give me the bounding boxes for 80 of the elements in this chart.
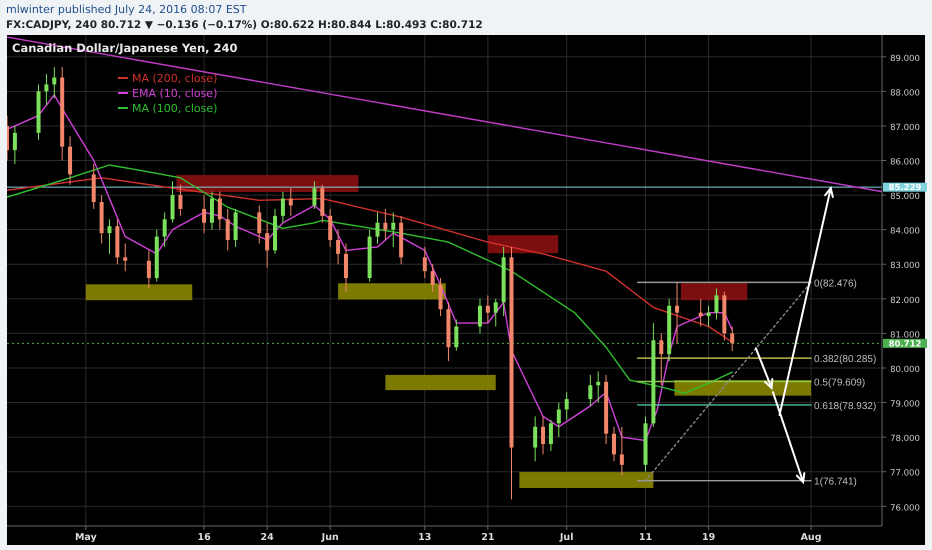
ref-line-label: 85.229	[888, 183, 922, 194]
candlestick	[430, 264, 435, 292]
candlestick	[146, 250, 151, 289]
y-tick-label: 81.000	[890, 330, 920, 340]
y-tick-label: 87.000	[890, 122, 920, 133]
candlestick	[564, 392, 569, 420]
x-tick-label: Jul	[558, 532, 574, 543]
ref-line-label: 80.712	[888, 339, 922, 350]
x-tick-label: 11	[638, 532, 652, 543]
candlestick	[312, 180, 316, 210]
candlestick	[280, 191, 285, 224]
candlestick	[620, 426, 624, 476]
x-tick-label: May	[74, 532, 98, 543]
candlestick	[383, 208, 388, 241]
candlestick	[226, 208, 230, 251]
text: Canadian Dollar/Japanese Yen, 240	[12, 41, 238, 55]
candlestick	[107, 218, 112, 254]
candlestick	[541, 416, 546, 455]
y-tick-label: 89.000	[890, 54, 920, 64]
legend-label: EMA (10, close)	[132, 87, 218, 100]
candlestick	[12, 125, 17, 164]
candlestick	[596, 370, 600, 404]
candlestick	[730, 326, 734, 352]
y-tick-label: 86.000	[890, 158, 920, 168]
candlestick	[659, 332, 664, 386]
y-tick-label: 84.000	[890, 226, 920, 237]
x-tick-label: 16	[197, 532, 212, 543]
candlestick	[533, 416, 538, 462]
candlestick	[588, 374, 592, 407]
candlestick	[257, 204, 262, 244]
y-tick-label: 79.000	[890, 400, 920, 410]
candlestick	[494, 298, 498, 327]
y-tick-label: 83.000	[890, 261, 920, 272]
candlestick	[375, 212, 380, 244]
text: mlwinter published July 24, 2016 08:07 EST	[6, 3, 247, 16]
candlestick	[556, 402, 561, 438]
x-tick-label: 13	[418, 532, 432, 543]
candlestick	[265, 222, 270, 268]
y-tick-label: 82.000	[890, 296, 920, 306]
y-tick-label: 80.000	[890, 364, 920, 375]
candlestick	[612, 426, 616, 462]
candlestick	[698, 298, 703, 327]
candlestick	[706, 305, 711, 327]
candlestick	[454, 319, 458, 352]
candlestick	[123, 243, 128, 272]
y-tick-label: 88.000	[890, 88, 920, 98]
y-tick-label: 77.000	[890, 468, 920, 479]
candlestick	[422, 246, 427, 279]
legend-label: MA (100, close)	[132, 102, 218, 115]
candlestick	[478, 298, 482, 334]
candlestick	[336, 229, 340, 265]
candlestick	[218, 191, 222, 230]
candlestick	[675, 282, 680, 344]
x-tick-label: Jun	[320, 532, 339, 543]
candlestick	[44, 74, 48, 106]
candlestick	[202, 194, 206, 234]
candlestick	[714, 288, 718, 320]
candlestick	[391, 212, 396, 248]
annotation: 0.5(79.609)	[814, 378, 866, 388]
line-series	[7, 177, 733, 343]
candlestick	[52, 66, 56, 99]
annotation: 0(82.476)	[814, 278, 857, 290]
y-tick-label: 85.000	[890, 192, 920, 202]
candlestick	[288, 188, 293, 216]
y-tick-label: 78.000	[890, 434, 920, 444]
x-tick-label: 19	[702, 532, 716, 543]
x-tick-label: 21	[481, 532, 494, 543]
y-tick-label: 76.000	[890, 503, 920, 514]
text: FX:CADJPY, 240 80.712 ▼ −0.136 (−0.17%) O:80.622 H:80.844 L:80.493 C:80.712	[6, 19, 483, 31]
x-tick-label: 24	[260, 532, 274, 543]
candlestick	[548, 419, 553, 452]
annotation: 0.382(80.285)	[814, 354, 876, 366]
legend-label: MA (200, close)	[132, 72, 218, 85]
annotation: 0.618(78.932)	[814, 400, 876, 412]
candlestick	[162, 212, 167, 248]
line-series	[7, 164, 733, 394]
annotation: 1(76.741)	[814, 476, 857, 488]
candlestick	[178, 184, 182, 216]
x-tick-label: Aug	[800, 532, 822, 543]
candlestick	[486, 294, 490, 324]
